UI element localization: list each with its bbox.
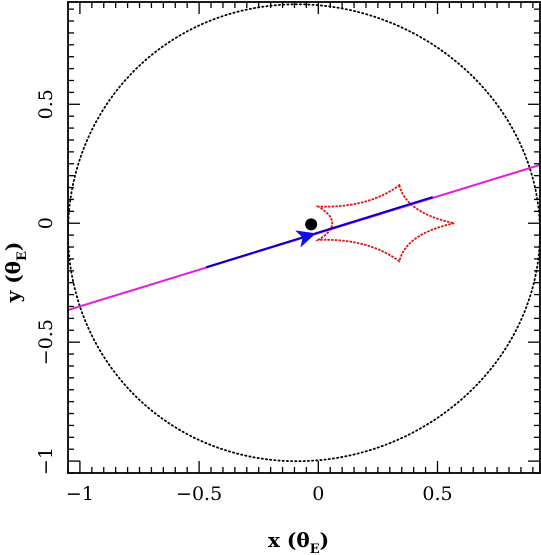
x-axis-label-sub: E [310,542,320,555]
x-tick-label: 0.5 [422,483,452,505]
y-axis-label-main: y (θ [1,261,25,303]
tick-marks [67,2,540,474]
plot-frame [67,1,541,474]
y-tick-label: 0 [35,217,57,229]
y-axis-label-close: ) [1,242,25,251]
y-axis-label-sub: E [15,251,30,261]
y-tick-label: −0.5 [35,319,57,365]
x-axis-label-main: x (θ [268,528,310,552]
plot-area [68,3,541,463]
x-tick-label: 0 [312,483,324,505]
y-tick-label: 0.5 [35,89,57,119]
x-axis-label: x (θE) [268,528,329,555]
y-axis-label: y (θE) [1,242,30,304]
direction-arrow [295,230,316,248]
lens-point [305,218,318,231]
tick-labels: −1 −0.5 0 0.5 −1 −0.5 0 0.5 [35,89,453,505]
observed-segment [205,196,434,269]
x-tick-label: −1 [66,483,94,505]
y-tick-label: −1 [35,447,57,475]
x-axis-label-close: ) [320,528,329,552]
critical-curve [68,3,541,463]
x-tick-label: −0.5 [176,483,222,505]
